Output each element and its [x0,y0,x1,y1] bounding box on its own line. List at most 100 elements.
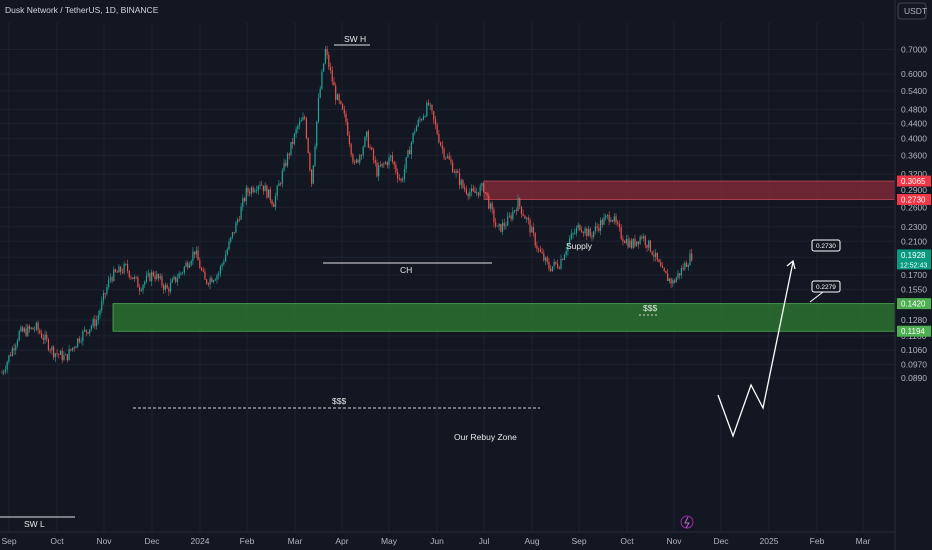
currency-button[interactable] [897,2,927,20]
candle-body [341,103,344,110]
candle-body [46,334,48,340]
candle-body [355,159,357,163]
candle-body [171,279,173,283]
candle-body [446,156,449,158]
candle-body [252,187,254,192]
candle-body [336,94,338,100]
candle-body [197,250,199,261]
candle-body [615,216,617,223]
candle-body [68,349,70,361]
candle-body [586,228,588,237]
candle-body [422,116,424,120]
x-tick-label: Mar [288,536,303,546]
candle-body [384,162,387,164]
candle-body [584,228,586,234]
candle-body [311,169,313,184]
candle-body [620,227,622,239]
candle-body [51,346,53,351]
candle-body [242,198,244,207]
candle-body [273,204,275,208]
y-tick-label: 0.2900 [901,185,927,195]
target2-box [811,280,841,293]
candle-body [255,190,258,191]
candle-body [503,222,505,227]
candle-body [606,214,609,216]
candle-body [212,280,215,283]
candle-body [354,162,356,163]
candle-body [605,215,607,218]
candle-body [214,279,216,281]
candle-body [522,213,524,216]
candle-body [390,155,392,158]
y-tick-label: 0.4800 [901,105,927,115]
candle-body [421,119,423,121]
candle-body [352,154,354,163]
candle-body [500,224,502,232]
candle-body [288,153,290,155]
candle-body [574,232,576,234]
candle-body [175,276,177,282]
candle-body [202,269,204,272]
candle-body [35,322,37,330]
candle-body [610,220,612,222]
candle-body [92,319,94,326]
candle-body [216,275,218,280]
candle-body [374,159,376,163]
candle-body [54,353,56,358]
y-tick-label: 0.0890 [901,373,927,383]
candle-body [350,143,352,155]
x-tick-label: Sep [571,536,586,546]
candle-body [383,163,385,165]
candle-body [624,241,626,244]
candle-body [73,347,75,349]
price-tag [897,249,931,270]
candle-body [40,333,43,338]
candle-body [424,116,426,117]
candle-body [450,159,452,163]
candle-body [233,232,235,234]
price-tags: 0.3065 0.2730 0.1928 12:52:43 0.1420 0.1194 [897,175,931,337]
candle-body [101,300,103,311]
candle-body [548,261,550,270]
lightning-icon[interactable] [680,515,694,529]
y-tick-label: 0.4400 [901,118,927,128]
candle-body [97,315,99,321]
candle-body [114,269,117,272]
candle-body [639,236,641,244]
candle-body [646,244,648,248]
candle-body [20,327,22,332]
candle-body [570,233,572,239]
candle-body [489,203,492,209]
candle-body [524,215,526,219]
liquidity-label-small: $$$ [643,303,657,313]
candle-body [261,184,263,186]
candle-body [113,269,115,281]
rebuy-zone-label: Our Rebuy Zone [454,432,517,442]
candle-body [691,253,693,261]
candle-body [280,183,282,185]
candle-body [660,262,662,267]
candle-body [677,273,679,278]
candle-body [231,232,234,238]
candle-body [323,63,325,72]
candle-body [245,188,247,202]
candle-body [297,125,299,130]
candle-body [223,261,225,264]
candle-body [94,319,96,327]
candle-body [438,134,440,143]
candle-body [441,145,443,149]
candle-body [613,216,615,222]
candle-body [415,126,418,132]
candle-body [149,273,151,282]
candle-body [331,70,333,82]
candle-body [75,346,77,349]
candle-body [581,230,583,233]
candle-body [142,284,144,291]
candle-body [137,277,139,288]
candle-body [531,227,533,233]
candle-body [192,251,194,261]
candle-body [10,355,12,356]
x-axis[interactable]: Sep Oct Nov Dec 2024 Feb Mar Apr May Jun Jul Aug Sep… [0,531,895,546]
candle-body [443,148,445,158]
